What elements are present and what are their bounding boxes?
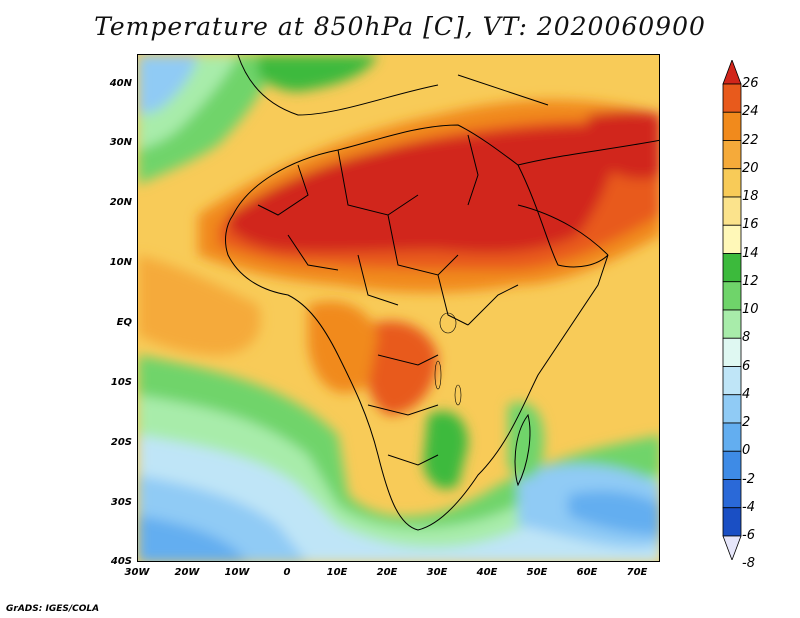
- lon-label-10e: 10E: [326, 567, 348, 578]
- colorbar-swatch: [722, 281, 742, 311]
- colorbar-swatch: [722, 479, 742, 509]
- colorbar-label: -8: [742, 556, 755, 572]
- colorbar-label: 14: [742, 245, 759, 261]
- colorbar-label: 10: [742, 302, 759, 317]
- map-title: Temperature at 850hPa [C], VT: 202006090…: [94, 12, 706, 41]
- colorbar-label: -4: [742, 499, 755, 515]
- colorbar-label: 16: [742, 217, 759, 233]
- colorbar-swatch: [722, 196, 742, 226]
- lon-label-50e: 50E: [526, 567, 548, 578]
- colorbar-label: 12: [742, 273, 759, 289]
- colorbar-label: 18: [742, 189, 759, 204]
- colorbar-swatch: [722, 422, 742, 452]
- colorbar-swatch: [722, 366, 742, 396]
- colorbar-label: 6: [742, 358, 751, 374]
- colorbar-top-arrow: [722, 60, 742, 85]
- lat-label-20s: 20S: [110, 437, 132, 448]
- colorbar-label: 4: [742, 386, 751, 402]
- temperature-map: [137, 54, 660, 562]
- colorbar-swatch: [722, 394, 742, 424]
- lat-label-10s: 10S: [110, 377, 132, 388]
- lat-label-40n: 40N: [109, 78, 132, 89]
- colorbar-label: 26: [742, 76, 759, 91]
- lon-label-20e: 20E: [376, 567, 398, 578]
- colorbar-label: 20: [742, 160, 759, 176]
- colorbar-label: 2: [742, 415, 751, 430]
- lake-outlines: [434, 312, 462, 406]
- lat-label-10n: 10N: [109, 257, 132, 268]
- lon-label-60e: 60E: [576, 567, 598, 578]
- colorbar-label: 22: [742, 132, 759, 148]
- colorbar-swatch: [722, 507, 742, 537]
- colorbar-swatch: [722, 168, 742, 198]
- lat-label-20n: 20N: [109, 197, 132, 208]
- lon-label-20w: 20W: [174, 567, 200, 578]
- lat-label-40s: 40S: [110, 556, 132, 567]
- colorbar-swatch: [722, 140, 742, 170]
- colorbar: [722, 60, 742, 560]
- lon-label-40e: 40E: [476, 567, 498, 578]
- temperature-field: [138, 55, 659, 561]
- colorbar-swatch: [722, 309, 742, 339]
- colorbar-label: 8: [742, 330, 751, 346]
- colorbar-swatch: [722, 253, 742, 283]
- colorbar-label: -6: [742, 528, 755, 543]
- lon-label-70e: 70E: [626, 567, 648, 578]
- country-borders: [225, 55, 659, 531]
- colorbar-bottom-arrow: [722, 535, 742, 560]
- lat-label-30s: 30S: [110, 497, 132, 508]
- temperature-contours: [138, 55, 659, 561]
- colorbar-label: -2: [742, 471, 755, 487]
- lon-label-30w: 30W: [124, 567, 150, 578]
- colorbar-swatch: [722, 450, 742, 480]
- colorbar-label: 0: [742, 443, 751, 459]
- lon-label-30e: 30E: [426, 567, 448, 578]
- credit-text: GrADS: IGES/COLA: [6, 604, 100, 614]
- colorbar-swatch: [722, 83, 742, 113]
- colorbar-label: 24: [742, 104, 759, 120]
- colorbar-swatch: [722, 224, 742, 254]
- lat-label-eq: EQ: [116, 317, 132, 328]
- lat-label-30n: 30N: [109, 137, 132, 148]
- lon-label-10w: 10W: [224, 567, 250, 578]
- lon-label-0: 0: [283, 567, 291, 578]
- colorbar-swatch: [722, 111, 742, 141]
- colorbar-swatch: [722, 337, 742, 367]
